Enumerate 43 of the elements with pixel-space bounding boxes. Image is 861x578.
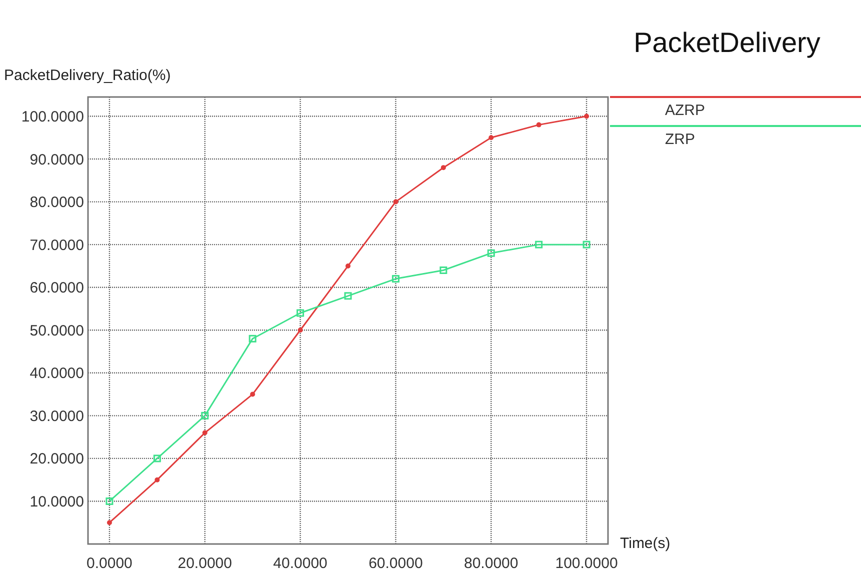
- point: [296, 309, 304, 317]
- y-tick-label: 100.0000: [21, 108, 84, 126]
- point: [344, 292, 352, 300]
- point: [202, 430, 208, 436]
- x-tick-label: 40.0000: [273, 555, 328, 572]
- y-tick-label: 50.0000: [30, 322, 84, 340]
- point: [106, 520, 112, 526]
- y-tick-label: 90.0000: [30, 151, 84, 168]
- point: [346, 263, 350, 268]
- y-tick-label: 60.0000: [30, 280, 84, 297]
- y-tick-label: 70.0000: [30, 236, 84, 254]
- point: [582, 240, 590, 248]
- x-tick-label: 60.0000: [368, 555, 423, 572]
- x-axis-title: Time(s): [620, 535, 670, 552]
- y-tick-label: 80.0000: [30, 194, 84, 212]
- point: [440, 165, 446, 170]
- x-tick-label: 20.0000: [178, 555, 232, 572]
- point: [298, 328, 303, 333]
- point: [393, 199, 398, 204]
- x-tick-label: 80.0000: [464, 555, 518, 572]
- point: [250, 392, 256, 397]
- y-tick-label: 40.0000: [30, 365, 84, 382]
- point: [535, 240, 543, 248]
- text: PacketDelivery: [634, 27, 820, 58]
- point: [201, 412, 209, 420]
- x-tick-label: 100.0000: [555, 555, 618, 572]
- y-tick-label: 20.0000: [30, 450, 84, 468]
- point: [487, 249, 495, 257]
- point: [248, 334, 256, 342]
- x-tick-label: 0.0000: [86, 555, 132, 572]
- text: AZRP: [665, 102, 706, 119]
- y-tick-label: 10.0000: [30, 493, 84, 510]
- point: [106, 497, 114, 505]
- y-axis-title: PacketDelivery_Ratio(%): [4, 67, 171, 84]
- y-tick-label: 30.0000: [30, 408, 84, 425]
- text: ZRP: [665, 131, 695, 148]
- point: [153, 454, 161, 462]
- point: [392, 275, 400, 283]
- point: [440, 266, 448, 274]
- point: [488, 135, 494, 140]
- point: [154, 477, 160, 482]
- point: [584, 114, 590, 119]
- point: [536, 122, 542, 128]
